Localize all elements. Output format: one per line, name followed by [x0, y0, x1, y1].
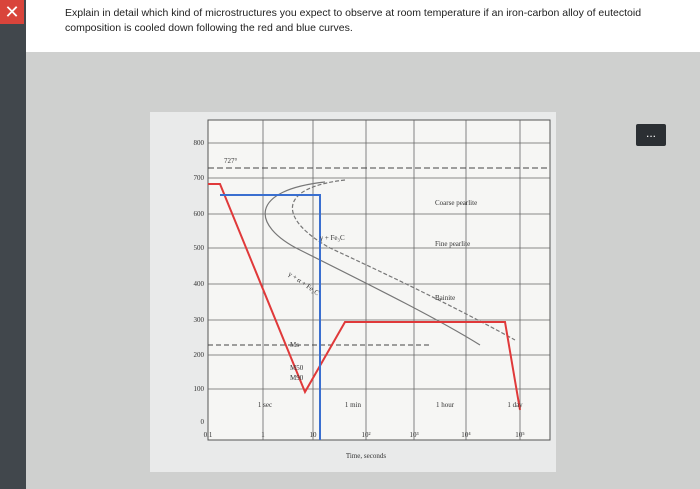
- eutectoid-label: 727°: [224, 157, 238, 165]
- y-label: 300: [194, 316, 205, 324]
- y-label: 400: [194, 280, 205, 288]
- region-label: γ + Fe₃C: [319, 234, 345, 242]
- x-label: 1: [261, 431, 265, 439]
- more-button[interactable]: ...: [636, 124, 666, 146]
- close-button[interactable]: ✕: [0, 0, 24, 24]
- period-label: 1 min: [345, 401, 362, 409]
- y-label: 700: [194, 174, 205, 182]
- y-label: 0: [201, 418, 205, 426]
- y-label: 800: [194, 139, 205, 147]
- region-label: Fine pearlite: [435, 240, 470, 248]
- martensite-label: M50: [290, 364, 304, 372]
- red-curve: [208, 183, 521, 411]
- martensite-label: M90: [290, 374, 304, 382]
- x-label: 10⁵: [515, 431, 525, 439]
- x-label: 10: [310, 431, 318, 439]
- x-label: 0.1: [204, 431, 213, 439]
- question-line: composition is cooled down following the…: [65, 22, 353, 34]
- region-label: Bainite: [435, 294, 455, 302]
- y-label: 600: [194, 210, 205, 218]
- period-label: 1 sec: [258, 401, 272, 409]
- y-label: 500: [194, 244, 205, 252]
- x-label: 10²: [361, 431, 370, 439]
- blue-curve: [220, 194, 321, 440]
- x-label: 10³: [409, 431, 418, 439]
- period-label: 1 hour: [436, 401, 455, 409]
- region-label: Coarse pearlite: [435, 199, 477, 207]
- question-panel: Explain in detail which kind of microstr…: [0, 0, 700, 52]
- plot-area: [207, 119, 551, 441]
- martensite-label: Ms: [290, 341, 299, 349]
- x-title: Time, seconds: [346, 452, 386, 460]
- question-line: Explain in detail which kind of microstr…: [65, 7, 642, 19]
- period-label: 1 day: [507, 401, 523, 409]
- y-label: 100: [194, 385, 205, 393]
- sidebar: [0, 0, 26, 489]
- x-label: 10⁴: [461, 431, 471, 439]
- y-label: 200: [194, 351, 205, 359]
- grid: [208, 120, 550, 440]
